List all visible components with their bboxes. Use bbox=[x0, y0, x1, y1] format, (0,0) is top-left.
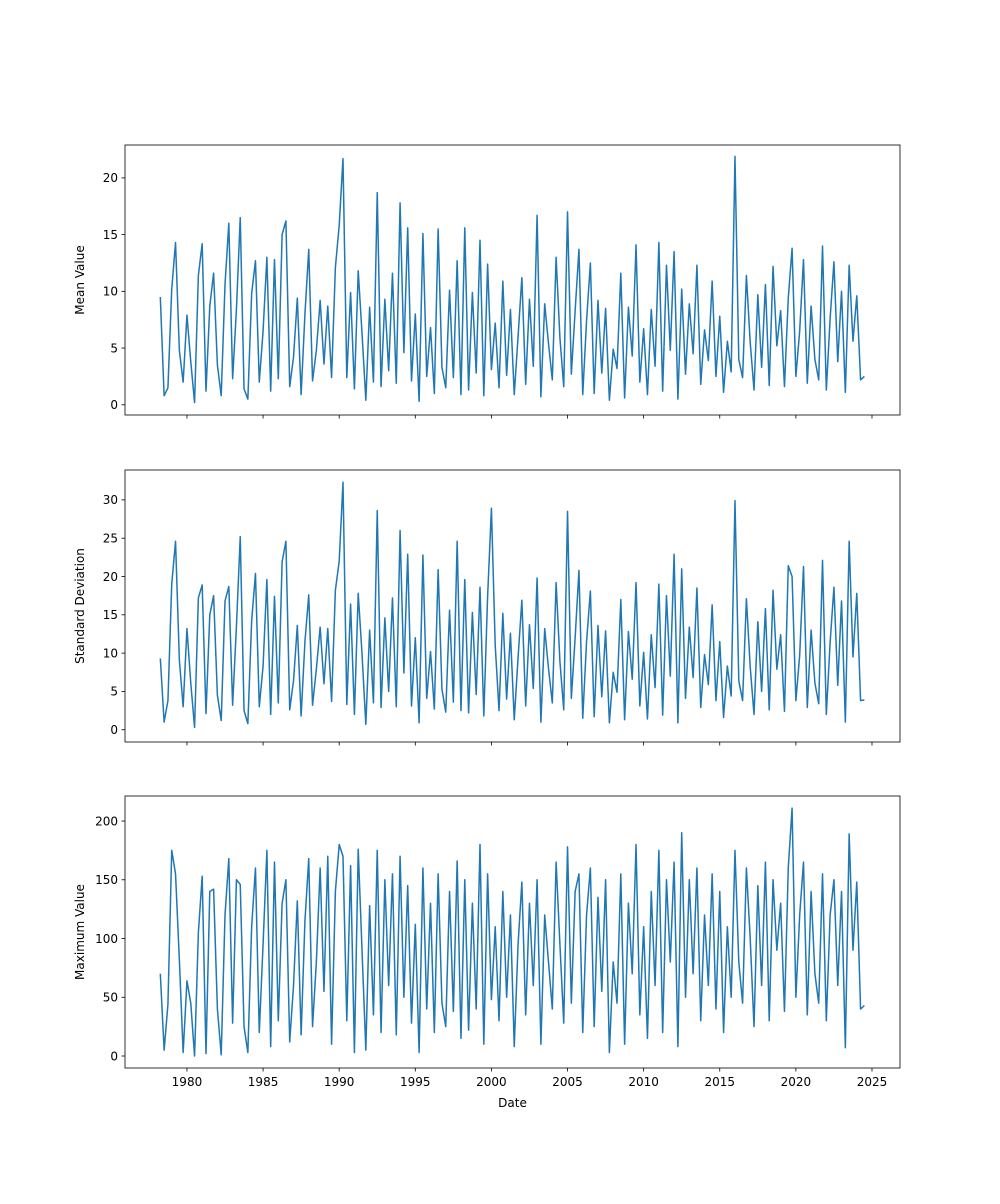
x-tick-label: 1995 bbox=[400, 1075, 431, 1089]
y-tick-label: 10 bbox=[103, 285, 118, 299]
y-tick-label: 0 bbox=[110, 723, 118, 737]
x-tick-label: 1985 bbox=[248, 1075, 279, 1089]
y-tick-label: 20 bbox=[103, 171, 118, 185]
x-tick-label: 2000 bbox=[476, 1075, 507, 1089]
y-tick-label: 15 bbox=[103, 228, 118, 242]
y-tick-label: 25 bbox=[103, 531, 118, 545]
x-tick-label: 1980 bbox=[172, 1075, 203, 1089]
y-tick-label: 0 bbox=[110, 398, 118, 412]
x-axis-label: Date bbox=[498, 1096, 527, 1110]
x-tick-label: 2010 bbox=[628, 1075, 659, 1089]
axes-frame bbox=[124, 795, 901, 1069]
y-tick-label: 5 bbox=[110, 685, 118, 699]
x-tick-label: 2005 bbox=[552, 1075, 583, 1089]
y-tick-label: 15 bbox=[103, 608, 118, 622]
data-line bbox=[159, 155, 865, 404]
y-axis-label: Mean Value bbox=[73, 245, 87, 314]
y-tick-label: 10 bbox=[103, 646, 118, 660]
y-tick-label: 50 bbox=[103, 991, 118, 1005]
data-line bbox=[159, 481, 865, 729]
y-tick-label: 5 bbox=[110, 341, 118, 355]
y-tick-label: 30 bbox=[103, 493, 118, 507]
axes-frame bbox=[124, 469, 901, 743]
y-tick-label: 200 bbox=[95, 814, 118, 828]
x-tick-label: 1990 bbox=[324, 1075, 355, 1089]
data-line bbox=[159, 807, 865, 1057]
y-tick-label: 100 bbox=[95, 932, 118, 946]
x-tick-label: 2020 bbox=[781, 1075, 812, 1089]
y-tick-label: 0 bbox=[110, 1049, 118, 1063]
y-tick-label: 150 bbox=[95, 873, 118, 887]
axes-frame bbox=[124, 144, 901, 416]
x-tick-label: 2025 bbox=[857, 1075, 888, 1089]
y-axis-label: Maximum Value bbox=[73, 884, 87, 980]
y-axis-label: Standard Deviation bbox=[73, 548, 87, 664]
y-tick-label: 20 bbox=[103, 570, 118, 584]
x-tick-label: 2015 bbox=[704, 1075, 735, 1089]
